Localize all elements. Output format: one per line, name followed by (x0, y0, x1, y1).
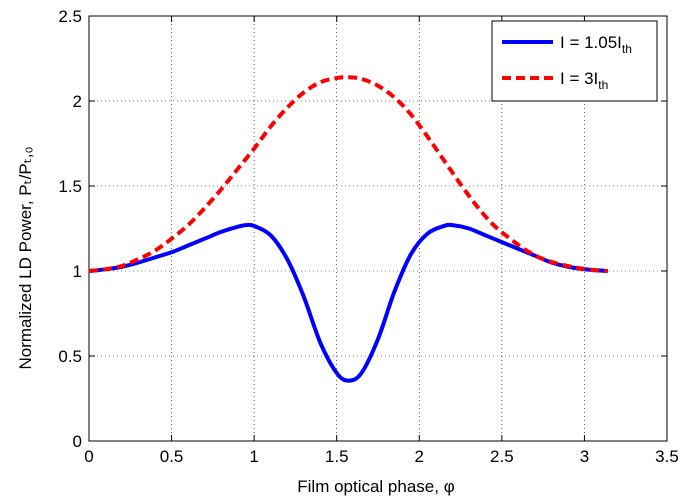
y-tick-label: 1.5 (58, 177, 82, 196)
x-tick-label: 1.5 (325, 447, 349, 466)
y-axis-label: Normalized LD Power, Pₜ/Pₜ,₀ (16, 146, 35, 369)
plot-area-frame (88, 15, 668, 442)
x-tick-label: 1 (249, 447, 258, 466)
legend-label-series-1-sub: th (622, 42, 632, 56)
y-tick-label: 2 (73, 92, 82, 111)
x-tick-label: 3.5 (655, 447, 679, 466)
x-tick-label: 2 (415, 447, 424, 466)
y-tick-label: 0.5 (58, 347, 82, 366)
series-group (88, 75, 608, 383)
y-tick-label: 0 (73, 432, 82, 451)
y-tick-label: 1 (73, 262, 82, 281)
x-axis-label: Film optical phase, φ (297, 477, 454, 496)
x-tick-label: 3 (580, 447, 589, 466)
x-tick-label: 0.5 (160, 447, 184, 466)
legend-label-series-1-main: I = 1.05I (560, 33, 622, 52)
grid-lines (89, 16, 667, 441)
series-line-2 (88, 75, 608, 273)
series-line-1 (88, 222, 608, 383)
legend-label-series-2-main: I = 3I (560, 69, 598, 88)
legend-label-series-2: I = 3Ith (560, 69, 608, 92)
legend-box (491, 20, 658, 102)
x-tick-label: 0 (84, 447, 93, 466)
legend-label-series-2-sub: th (598, 78, 608, 92)
axis-ticks: 0 0.5 1 1.5 2 2.5 3 3.5 0 0.5 1 1.5 2 2.5 (58, 7, 678, 466)
legend: I = 1.05Ith I = 3Ith (491, 20, 658, 102)
legend-label-series-1: I = 1.05Ith (560, 33, 632, 56)
x-tick-label: 2.5 (490, 447, 514, 466)
y-tick-label: 2.5 (58, 7, 82, 26)
